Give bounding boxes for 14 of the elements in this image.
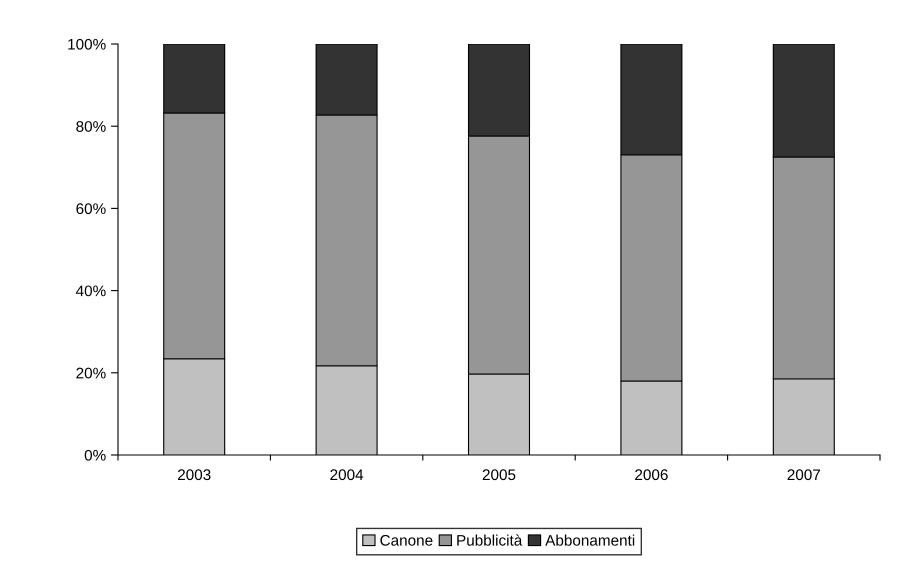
legend-label: Canone (380, 534, 432, 546)
y-tick-label: 80% (76, 121, 106, 132)
legend-label: Abbonamenti (545, 534, 634, 546)
x-tick-label: 2007 (788, 469, 820, 480)
x-tick-label: 2005 (482, 469, 516, 480)
y-tick-label: 20% (76, 368, 106, 378)
y-tick-label: 100% (68, 38, 106, 50)
legend-label: Pubblicità (457, 534, 522, 546)
x-tick-label: 2004 (330, 469, 364, 480)
y-tick-label: 0% (84, 450, 106, 461)
y-tick-label: 60% (76, 203, 106, 214)
y-tick-label: 40% (76, 285, 106, 296)
x-tick-label: 2006 (635, 469, 668, 480)
x-tick-label: 2003 (178, 469, 211, 480)
